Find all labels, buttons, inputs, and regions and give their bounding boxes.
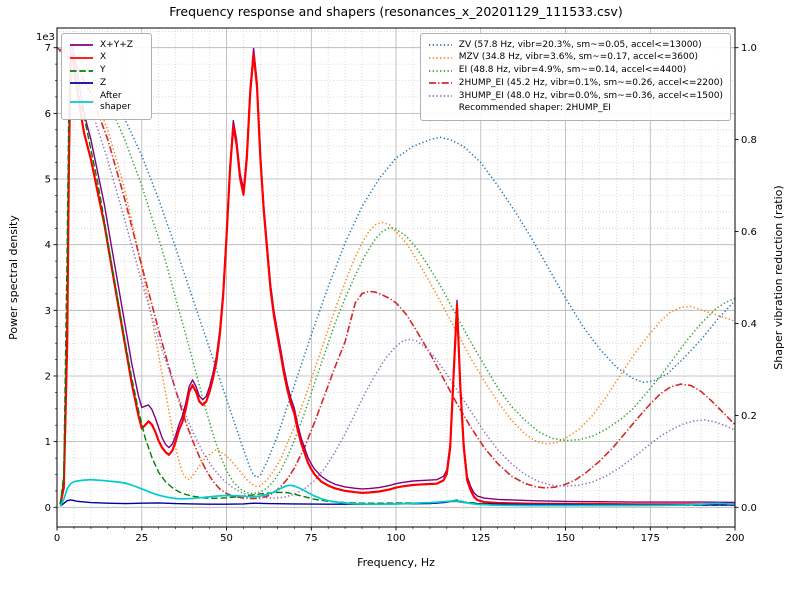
series-ZV [57,47,735,479]
legend-label: Z [100,77,107,88]
legend-item: ZV (57.8 Hz, vibr=20.3%, sm~=0.05, accel… [428,40,723,51]
legend-line-sample [428,78,453,88]
legend-line-sample [428,66,453,76]
chart-title: Frequency response and shapers (resonanc… [169,4,623,19]
legend-line-sample [69,53,94,63]
series-EI [57,47,735,495]
y-right-tick-label: 1.0 [741,43,757,54]
y-left-tick-label: 0 [45,503,51,514]
legend-label: ZV (57.8 Hz, vibr=20.3%, sm~=0.05, accel… [458,39,702,50]
legend-line-sample [69,97,94,107]
y-right-tick-label: 0.6 [741,227,757,238]
x-axis-label: Frequency, Hz [357,556,435,569]
legend-note: Recommended shaper: 2HUMP_EI [428,103,723,114]
y-left-tick-label: 2 [45,372,51,383]
x-tick-label: 125 [471,533,490,544]
legend-item: Y [69,65,144,76]
series-Z [59,499,735,507]
legend-label: After shaper [100,90,131,112]
legend-item: X [69,52,144,63]
legend-psd: X+Y+Z X Y Z After shaper [61,33,152,120]
y-left-tick-label: 6 [45,109,51,120]
legend-line-sample [69,66,94,76]
y-right-tick-label: 0.8 [741,135,757,146]
legend-label: 3HUMP_EI (48.0 Hz, vibr=0.0%, sm~=0.36, … [458,90,723,101]
legend-item: X+Y+Z [69,40,144,51]
x-tick-label: 0 [54,533,60,544]
y-right-tick-label: 0.2 [741,411,757,422]
y-right-tick-label: 0.0 [741,503,757,514]
legend-label: 2HUMP_EI (45.2 Hz, vibr=0.1%, sm~=0.26, … [458,77,723,88]
series-group [57,43,735,507]
legend-label: EI (48.8 Hz, vibr=4.9%, sm~=0.14, accel<… [458,65,687,75]
x-tick-label: 75 [305,533,318,544]
y-right-tick-label: 0.4 [741,319,757,330]
legend-item: Z [69,78,144,89]
legend-item: MZV (34.8 Hz, vibr=3.6%, sm~=0.17, accel… [428,52,723,63]
series-3HUMP_EI [57,47,735,499]
y-left-tick-label: 1 [45,437,51,448]
series-After-shaper [59,478,735,507]
legend-label: Y [100,65,106,75]
legend-line-sample [428,91,453,101]
legend-line-sample [69,40,94,50]
y-left-tick-label: 4 [45,240,51,251]
legend-item: 3HUMP_EI (48.0 Hz, vibr=0.0%, sm~=0.36, … [428,91,723,102]
x-tick-label: 50 [220,533,233,544]
series-X [59,53,735,506]
legend-line-sample [428,53,453,63]
x-tick-label: 100 [386,533,405,544]
legend-item: 2HUMP_EI (45.2 Hz, vibr=0.1%, sm~=0.26, … [428,78,723,89]
x-tick-label: 150 [556,533,575,544]
legend-label: X [100,52,107,63]
axis-ticks: 0 25 50 75 100 125 150 175 200 0 1 2 3 4 5 6 7 0.0 0.2 0.4 0… [45,43,757,544]
y-left-tick-label: 5 [45,175,51,186]
legend-label: X+Y+Z [100,39,133,50]
legend-shapers: ZV (57.8 Hz, vibr=20.3%, sm~=0.05, accel… [419,33,731,121]
y-axis-label-left: Power spectral density [7,215,20,340]
legend-line-sample [69,78,94,88]
legend-line-sample [428,40,453,50]
x-tick-label: 175 [641,533,660,544]
series-2HUMP_EI [57,47,735,500]
y-left-tick-label: 3 [45,306,51,317]
series-Y [59,73,735,506]
legend-line-sample [428,104,453,114]
legend-item: EI (48.8 Hz, vibr=4.9%, sm~=0.14, accel<… [428,65,723,76]
axis-offset-text: 1e3 [36,32,55,43]
y-axis-label-right: Shaper vibration reduction (ratio) [772,185,785,369]
y-left-tick-label: 7 [45,43,51,54]
legend-label: Recommended shaper: 2HUMP_EI [458,103,611,114]
legend-label: MZV (34.8 Hz, vibr=3.6%, sm~=0.17, accel… [458,52,698,63]
x-tick-label: 25 [135,533,148,544]
legend-item: After shaper [69,91,144,114]
x-tick-label: 200 [725,533,744,544]
